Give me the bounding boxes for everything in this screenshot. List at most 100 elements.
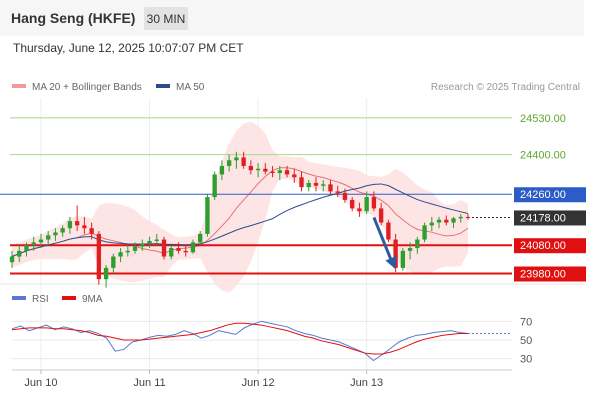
candle-body [299, 177, 304, 188]
level-label: 24530.00 [520, 113, 566, 125]
candle-body [190, 242, 196, 253]
candles [9, 151, 471, 288]
candle-body [277, 170, 282, 174]
candle-body [132, 246, 138, 251]
candle-body [96, 233, 102, 280]
rsi-tick-label: 70 [520, 316, 532, 328]
candle-body [60, 228, 65, 233]
chart-datetime: Thursday, June 12, 2025 10:07:07 PM CET [13, 41, 244, 55]
candle-body [335, 191, 340, 193]
candle-body [234, 157, 239, 161]
candle-body [342, 192, 348, 200]
candle-body [205, 197, 210, 234]
bollinger-area [12, 121, 468, 293]
candle-body [103, 267, 109, 280]
x-tick-label: Jun 12 [242, 377, 275, 389]
candle-body [321, 184, 326, 186]
timeframe-button[interactable]: 30 MIN [144, 7, 188, 30]
forecast-arrow-shaft [372, 216, 394, 262]
rsi-ma-line [11, 322, 468, 355]
candle-body [248, 165, 254, 171]
candle-body [125, 250, 130, 253]
rsi-legend-swatch [12, 296, 26, 300]
candle-body [357, 208, 362, 212]
candle-body [154, 239, 159, 241]
candle-body [31, 242, 36, 246]
candle-body [400, 250, 406, 268]
rsi-panel: RSI 9MA 70 50 30 [11, 294, 532, 366]
level-label: 24260.00 [520, 189, 566, 201]
level-labels: 24530.00 24400.00 24260.00 24178.00 24080.00… [514, 113, 586, 282]
candle-body [306, 182, 311, 188]
candle-body [241, 157, 246, 166]
candle-body [89, 228, 94, 234]
candle-body [46, 235, 51, 240]
candle-body [292, 174, 297, 178]
ma20-line [11, 167, 469, 257]
candle-body [415, 239, 420, 249]
candle-body [436, 219, 442, 223]
level-label: 24400.00 [520, 150, 566, 162]
candle-body [458, 216, 463, 219]
rsi-legend-label: RSI [32, 294, 49, 305]
candle-body [67, 221, 73, 229]
candle-body [176, 248, 181, 251]
chart-header: Hang Seng (HKFE) 30 MIN [0, 0, 584, 36]
candle-body [465, 216, 471, 218]
levels [0, 117, 512, 275]
legend-swatch [156, 84, 170, 88]
candle-body [219, 165, 225, 175]
rsi-legend-label: 9MA [82, 294, 103, 305]
x-tick-label: Jun 10 [24, 377, 57, 389]
candle-body [226, 160, 232, 166]
candle-body [53, 232, 58, 236]
candle-body [313, 182, 319, 186]
level-label-box [514, 238, 586, 254]
x-tick-label: Jun 13 [350, 377, 383, 389]
forecast-arrow [372, 216, 397, 270]
candle-body [284, 170, 290, 175]
candle-body [140, 243, 145, 247]
candle-body [407, 248, 413, 251]
credit-text: Research © 2025 Trading Central [431, 82, 580, 93]
candle-body [422, 225, 427, 240]
candle-body [38, 239, 44, 243]
candle-body [161, 239, 167, 257]
candle-body [386, 222, 391, 240]
rsi-tick-label: 50 [520, 335, 532, 347]
rsi-legend-swatch [62, 296, 76, 300]
level-label: 24080.00 [520, 240, 566, 252]
moving-averages [11, 183, 469, 257]
time-axis: Jun 10 Jun 11 Jun 12 Jun 13 [12, 369, 512, 389]
x-tick-label: Jun 11 [133, 377, 165, 389]
level-label-box [514, 210, 586, 226]
legend-label: MA 50 [176, 82, 205, 93]
ma50-line [11, 183, 469, 257]
legend-label: MA 20 + Bollinger Bands [32, 82, 142, 93]
candle-body [350, 199, 355, 209]
candle-body [74, 221, 80, 226]
candle-body [378, 208, 384, 223]
candle-body [393, 239, 398, 268]
candle-body [24, 245, 29, 251]
rsi-tick-label: 30 [520, 354, 532, 366]
candle-body [82, 225, 87, 229]
candle-body [364, 197, 369, 212]
bollinger-bands [11, 121, 469, 293]
candle-body [17, 250, 22, 257]
candle-body [255, 168, 261, 171]
main-legend: MA 20 + Bollinger Bands MA 50 Research © 2… [12, 82, 580, 93]
candle-body [169, 248, 174, 257]
candle-body [328, 184, 333, 192]
forecast-arrow-head [385, 255, 397, 270]
legend-swatch [12, 84, 26, 88]
instrument-title: Hang Seng (HKFE) [11, 10, 136, 26]
candle-body [444, 219, 449, 223]
level-label-box [514, 187, 586, 203]
candle-body [270, 171, 275, 174]
candle-body [371, 197, 377, 209]
candle-body [9, 256, 15, 263]
candle-body [451, 218, 456, 223]
candle-body [111, 256, 116, 268]
candle-body [263, 168, 268, 172]
